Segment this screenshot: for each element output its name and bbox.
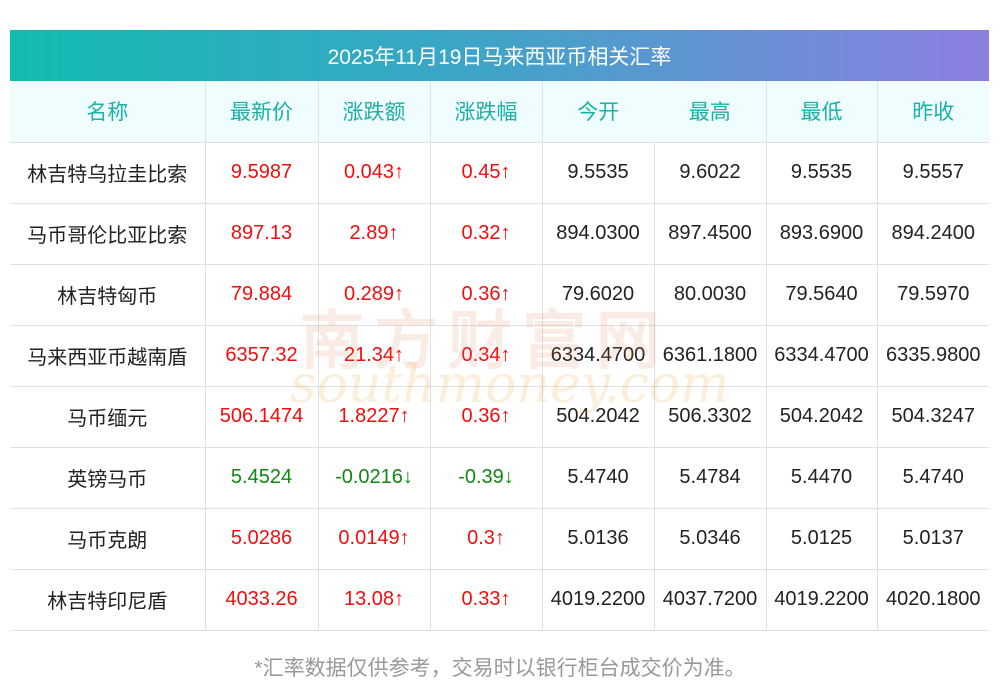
header-open: 今开: [542, 81, 654, 143]
currency-pair-name: 英镑马币: [10, 447, 206, 509]
header-prev: 昨收: [877, 81, 989, 143]
change-percent: 0.45↑: [430, 142, 543, 204]
table-row: 马币克朗 5.0286 0.0149↑ 0.3↑ 5.0136 5.0346 5.0125 5…: [10, 508, 989, 570]
table-row: 林吉特匈币 79.884 0.289↑ 0.36↑ 79.6020 80.0030 79.5…: [10, 264, 989, 326]
table-row: 马币哥伦比亚比索 897.13 2.89↑ 0.32↑ 894.0300 897.4500…: [10, 203, 989, 265]
change-amount: 0.043↑: [318, 142, 431, 204]
open-price: 5.4740: [542, 447, 655, 509]
high-price: 5.0346: [654, 508, 767, 570]
open-price: 894.0300: [542, 203, 655, 265]
high-price: 506.3302: [654, 386, 767, 448]
change-amount: -0.0216↓: [318, 447, 431, 509]
change-amount: 13.08↑: [318, 569, 431, 631]
change-amount: 0.0149↑: [318, 508, 431, 570]
header-pct: 涨跌幅: [430, 81, 543, 143]
low-price: 893.6900: [766, 203, 878, 265]
currency-pair-name: 马币缅元: [10, 386, 206, 448]
change-percent: 0.33↑: [430, 569, 543, 631]
change-percent: -0.39↓: [430, 447, 543, 509]
latest-price: 4033.26: [205, 569, 319, 631]
change-percent: 0.32↑: [430, 203, 543, 265]
change-percent: 0.34↑: [430, 325, 543, 387]
high-price: 4037.7200: [654, 569, 767, 631]
open-price: 4019.2200: [542, 569, 655, 631]
currency-pair-name: 林吉特乌拉圭比索: [10, 142, 206, 204]
latest-price: 897.13: [205, 203, 319, 265]
latest-price: 5.0286: [205, 508, 319, 570]
currency-pair-name: 马币克朗: [10, 508, 206, 570]
high-price: 9.6022: [654, 142, 767, 204]
table-row: 英镑马币 5.4524 -0.0216↓ -0.39↓ 5.4740 5.4784 5.44…: [10, 447, 989, 509]
currency-pair-name: 林吉特印尼盾: [10, 569, 206, 631]
page-title: 2025年11月19日马来西亚币相关汇率: [10, 30, 989, 81]
prev-close: 9.5557: [877, 142, 989, 204]
latest-price: 6357.32: [205, 325, 319, 387]
header-name: 名称: [10, 81, 206, 143]
open-price: 6334.4700: [542, 325, 655, 387]
prev-close: 6335.9800: [877, 325, 989, 387]
change-amount: 0.289↑: [318, 264, 431, 326]
change-amount: 21.34↑: [318, 325, 431, 387]
change-percent: 0.3↑: [430, 508, 543, 570]
open-price: 79.6020: [542, 264, 655, 326]
high-price: 897.4500: [654, 203, 767, 265]
header-high: 最高: [654, 81, 767, 143]
currency-pair-name: 马来西亚币越南盾: [10, 325, 206, 387]
change-amount: 2.89↑: [318, 203, 431, 265]
low-price: 4019.2200: [766, 569, 878, 631]
table-row: 马来西亚币越南盾 6357.32 21.34↑ 0.34↑ 6334.4700 6361.…: [10, 325, 989, 387]
low-price: 6334.4700: [766, 325, 878, 387]
latest-price: 79.884: [205, 264, 319, 326]
change-percent: 0.36↑: [430, 264, 543, 326]
currency-pair-name: 马币哥伦比亚比索: [10, 203, 206, 265]
latest-price: 5.4524: [205, 447, 319, 509]
exchange-rate-table: 名称 最新价 涨跌额 涨跌幅 今开 最高 最低 昨收 林吉特乌拉圭比索 9.598…: [10, 81, 989, 631]
table-row: 马币缅元 506.1474 1.8227↑ 0.36↑ 504.2042 506.3302…: [10, 386, 989, 448]
low-price: 5.4470: [766, 447, 878, 509]
header-low: 最低: [766, 81, 878, 143]
prev-close: 4020.1800: [877, 569, 989, 631]
latest-price: 9.5987: [205, 142, 319, 204]
high-price: 80.0030: [654, 264, 767, 326]
low-price: 79.5640: [766, 264, 878, 326]
currency-pair-name: 林吉特匈币: [10, 264, 206, 326]
high-price: 6361.1800: [654, 325, 767, 387]
low-price: 9.5535: [766, 142, 878, 204]
change-amount: 1.8227↑: [318, 386, 431, 448]
low-price: 5.0125: [766, 508, 878, 570]
open-price: 9.5535: [542, 142, 655, 204]
table-row: 林吉特乌拉圭比索 9.5987 0.043↑ 0.45↑ 9.5535 9.6022 9.5…: [10, 142, 989, 204]
change-percent: 0.36↑: [430, 386, 543, 448]
prev-close: 894.2400: [877, 203, 989, 265]
table-header-row: 名称 最新价 涨跌额 涨跌幅 今开 最高 最低 昨收: [10, 81, 989, 143]
prev-close: 5.0137: [877, 508, 989, 570]
prev-close: 504.3247: [877, 386, 989, 448]
header-change: 涨跌额: [318, 81, 431, 143]
open-price: 5.0136: [542, 508, 655, 570]
disclaimer-footer: *汇率数据仅供参考，交易时以银行柜台成交价为准。: [254, 657, 746, 680]
latest-price: 506.1474: [205, 386, 319, 448]
header-latest: 最新价: [205, 81, 319, 143]
high-price: 5.4784: [654, 447, 767, 509]
prev-close: 5.4740: [877, 447, 989, 509]
low-price: 504.2042: [766, 386, 878, 448]
table-row: 林吉特印尼盾 4033.26 13.08↑ 0.33↑ 4019.2200 4037.72…: [10, 569, 989, 631]
open-price: 504.2042: [542, 386, 655, 448]
prev-close: 79.5970: [877, 264, 989, 326]
